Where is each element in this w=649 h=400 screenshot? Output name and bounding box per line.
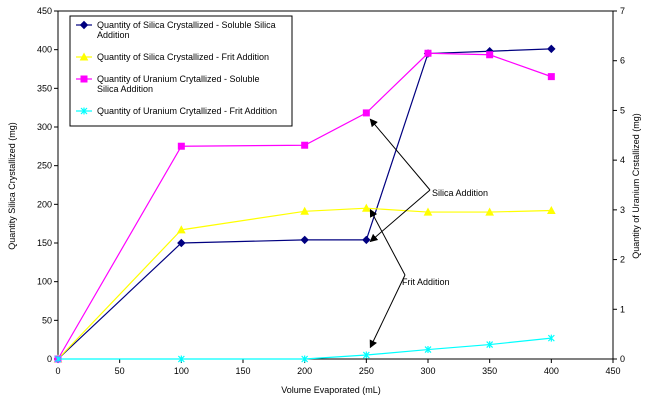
annotation-arrow <box>369 189 431 243</box>
data-point <box>486 341 494 349</box>
annotation-arrow <box>369 208 406 276</box>
y2-tick-label: 2 <box>620 255 625 265</box>
y2-tick-label: 7 <box>620 6 625 16</box>
legend-swatch-marker <box>80 75 88 83</box>
x-tick-label: 400 <box>544 366 559 376</box>
y-tick-label: 200 <box>37 199 52 209</box>
x-axis-title: Volume Evaporated (mL) <box>281 385 381 395</box>
data-point <box>547 44 556 54</box>
annotations: Silica Addition Frit Addition <box>369 118 488 349</box>
y-tick-label: 250 <box>37 161 52 171</box>
data-point <box>424 49 432 57</box>
y2-tick-label: 1 <box>620 304 625 314</box>
legend-entry-2: Quantity of Silica Crystallized - Frit A… <box>76 52 269 62</box>
data-point <box>362 109 370 117</box>
legend-swatch-marker <box>80 107 88 115</box>
legend-entry-4: Quantity of Uranium Crytallized - Frit A… <box>76 106 277 116</box>
data-point <box>362 235 371 245</box>
legend-swatch-marker <box>79 20 89 30</box>
data-point <box>176 225 186 234</box>
x-tick-label: 450 <box>605 366 620 376</box>
series-4 <box>54 334 555 363</box>
x-tick-label: 300 <box>420 366 435 376</box>
data-point <box>362 351 370 359</box>
y-tick-label: 0 <box>47 354 52 364</box>
y2-tick-label: 0 <box>620 354 625 364</box>
data-point <box>361 203 371 212</box>
plot-frame <box>57 10 614 360</box>
data-point <box>54 355 62 363</box>
data-point <box>300 235 309 245</box>
data-point <box>547 334 555 342</box>
legend-label: Addition <box>97 30 130 40</box>
data-point <box>546 205 556 215</box>
data-point <box>177 355 185 363</box>
y-tick-label: 50 <box>42 315 52 325</box>
y-tick-label: 150 <box>37 238 52 248</box>
data-point <box>485 207 495 216</box>
legend-label: Silica Addition <box>97 84 153 94</box>
data-point <box>300 206 310 215</box>
legend-label: Quantity of Uranium Crytallized - Frit A… <box>97 106 277 116</box>
data-point <box>301 355 309 363</box>
legend-box <box>69 15 293 127</box>
y-tick-label: 100 <box>37 277 52 287</box>
y2-axis-title: Quantity of Uranium Crstallized (mg) <box>631 113 641 259</box>
x-tick-label: 100 <box>174 366 189 376</box>
x-tick-label: 350 <box>482 366 497 376</box>
x-tick-label: 200 <box>297 366 312 376</box>
y-tick-label: 300 <box>37 122 52 132</box>
y-tick-label: 450 <box>37 6 52 16</box>
tick-labels: 0 50 100 150 200 250 300 350 400 4500501001502002… <box>37 6 625 376</box>
legend-label: Quantity of Silica Crystallized - Solubl… <box>97 20 276 30</box>
legend-swatch-marker <box>79 52 89 61</box>
legend: Quantity of Silica Crystallized - Solubl… <box>69 15 293 127</box>
annotation-1: Silica Addition <box>369 118 488 243</box>
y-tick-label: 350 <box>37 83 52 93</box>
annotation-arrow <box>369 118 431 191</box>
x-tick-label: 0 <box>55 366 60 376</box>
y2-tick-label: 5 <box>620 105 625 115</box>
data-point <box>177 142 185 150</box>
data-point <box>301 141 309 149</box>
y-axis-title: Quantity Silica Crystallized (mg) <box>7 122 17 250</box>
legend-entry-3: Quantity of Uranium Crytallized - Solubl… <box>76 74 260 94</box>
axes <box>54 10 617 363</box>
series-2 <box>53 203 556 363</box>
annotation-2: Frit Addition <box>369 208 450 349</box>
x-tick-label: 50 <box>115 366 125 376</box>
y2-tick-label: 6 <box>620 56 625 66</box>
x-tick-label: 150 <box>235 366 250 376</box>
annotation-label: Silica Addition <box>432 188 488 198</box>
data-point <box>486 51 494 59</box>
data-point <box>424 346 432 354</box>
data-point <box>177 238 186 248</box>
data-point <box>423 207 433 216</box>
data-point <box>547 73 555 81</box>
y2-tick-label: 4 <box>620 155 625 165</box>
series-layer <box>53 44 556 364</box>
legend-label: Quantity of Silica Crystallized - Frit A… <box>97 52 269 62</box>
y2-tick-label: 3 <box>620 205 625 215</box>
legend-entry-1: Quantity of Silica Crystallized - Solubl… <box>76 20 276 40</box>
annotation-arrow <box>369 274 406 349</box>
legend-label: Quantity of Uranium Crytallized - Solubl… <box>97 74 260 84</box>
y-tick-label: 400 <box>37 45 52 55</box>
x-tick-label: 250 <box>359 366 374 376</box>
annotation-label: Frit Addition <box>402 277 450 287</box>
